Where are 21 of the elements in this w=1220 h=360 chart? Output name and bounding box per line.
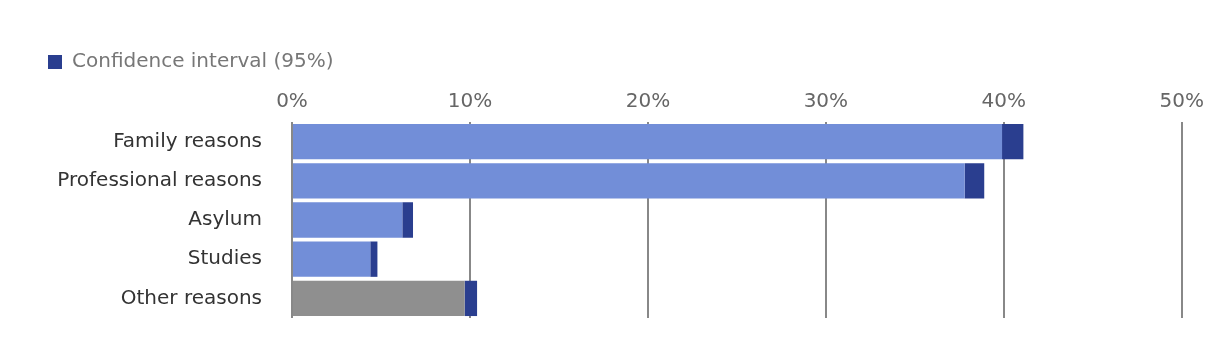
x-tick-label: 50%	[1159, 88, 1204, 113]
bar	[293, 163, 965, 199]
bar	[370, 241, 378, 277]
y-tick-label: Family reasons	[113, 127, 262, 152]
legend-label: Confidence interval (95%)	[72, 48, 334, 73]
y-tick-label: Professional reasons	[57, 167, 262, 191]
x-tick-label: 20%	[625, 88, 671, 113]
bar	[293, 241, 371, 277]
bar	[1002, 123, 1024, 160]
x-tick-label: 40%	[981, 88, 1027, 113]
x-tick-label: 10%	[447, 88, 493, 113]
y-tick-label: Studies	[187, 245, 262, 270]
y-tick-label: Asylum	[188, 206, 262, 231]
bar	[402, 202, 414, 238]
y-tick-label: Other reasons	[120, 284, 262, 309]
bar	[464, 280, 478, 317]
x-tick-label: 30%	[803, 88, 849, 113]
bar	[964, 163, 985, 199]
bar	[293, 123, 1003, 160]
bar	[293, 202, 403, 238]
x-tick-label: 0%	[276, 88, 308, 113]
